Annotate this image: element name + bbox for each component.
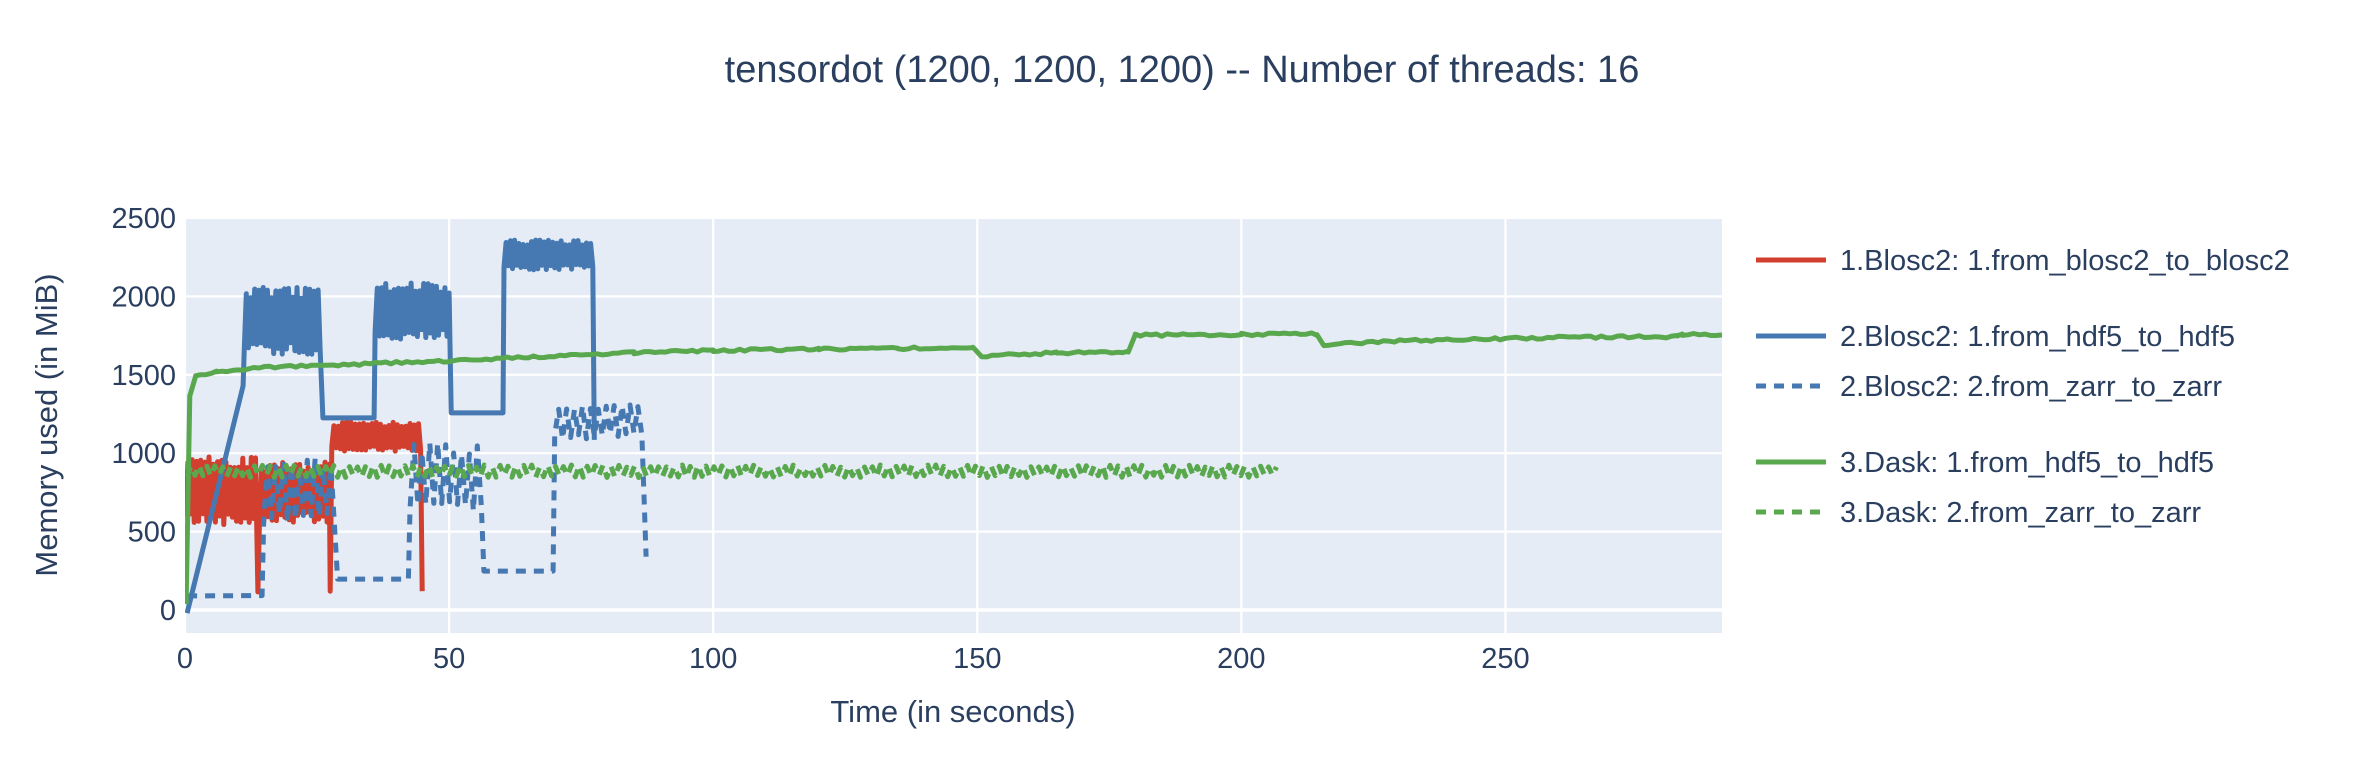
x-tick-0: 0 [177, 643, 193, 675]
x-tick-250: 250 [1481, 643, 1529, 675]
series-line-3-dask-1-from-hdf5-to-hdf5 [185, 330, 1722, 605]
legend-label: 1.Blosc2: 1.from_blosc2_to_blosc2 [1840, 245, 2290, 277]
x-tick-100: 100 [689, 643, 737, 675]
series-line-3-dask-2-from-zarr-to-zarr [185, 462, 1279, 480]
x-axis-title: Time (in seconds) [830, 694, 1075, 729]
y-tick-1000: 1000 [111, 438, 176, 470]
series-line-2-blosc2-1-from-hdf5-to-hdf5 [185, 237, 597, 614]
y-axis-title: Memory used (in MiB) [29, 273, 64, 576]
legend-label: 2.Blosc2: 1.from_hdf5_to_hdf5 [1840, 321, 2235, 353]
x-tick-200: 200 [1217, 643, 1265, 675]
y-tick-2000: 2000 [111, 281, 176, 313]
legend-label: 3.Dask: 1.from_hdf5_to_hdf5 [1840, 447, 2214, 479]
x-tick-150: 150 [953, 643, 1001, 675]
y-tick-0: 0 [160, 595, 176, 627]
y-axis-tick-labels: 0 500 1000 1500 2000 2500 [111, 203, 176, 627]
x-axis-tick-labels: 0 50 100 150 200 250 [177, 643, 1530, 675]
legend: 1.Blosc2: 1.from_blosc2_to_blosc2 2.Blosc… [1756, 245, 2290, 529]
y-tick-1500: 1500 [111, 360, 176, 392]
legend-label: 2.Blosc2: 2.from_zarr_to_zarr [1840, 371, 2222, 403]
legend-item-3-dask-2-from-zarr-to-zarr[interactable]: 3.Dask: 2.from_zarr_to_zarr [1756, 497, 2201, 529]
y-tick-2500: 2500 [111, 203, 176, 235]
legend-item-1-blosc2-1-from-blosc2-to-blosc2[interactable]: 1.Blosc2: 1.from_blosc2_to_blosc2 [1756, 245, 2290, 277]
x-tick-50: 50 [433, 643, 465, 675]
legend-item-2-blosc2-2-from-zarr-to-zarr[interactable]: 2.Blosc2: 2.from_zarr_to_zarr [1756, 371, 2222, 403]
y-tick-500: 500 [128, 517, 176, 549]
series-line-2-blosc2-2-from-zarr-to-zarr [187, 402, 649, 599]
legend-item-2-blosc2-1-from-hdf5-to-hdf5[interactable]: 2.Blosc2: 1.from_hdf5_to_hdf5 [1756, 321, 2235, 353]
chart-title: tensordot (1200, 1200, 1200) -- Number o… [725, 49, 1640, 91]
plot-area[interactable] [185, 218, 1722, 633]
legend-item-3-dask-1-from-hdf5-to-hdf5[interactable]: 3.Dask: 1.from_hdf5_to_hdf5 [1756, 447, 2214, 479]
legend-label: 3.Dask: 2.from_zarr_to_zarr [1840, 497, 2201, 529]
data-series [185, 237, 1722, 614]
